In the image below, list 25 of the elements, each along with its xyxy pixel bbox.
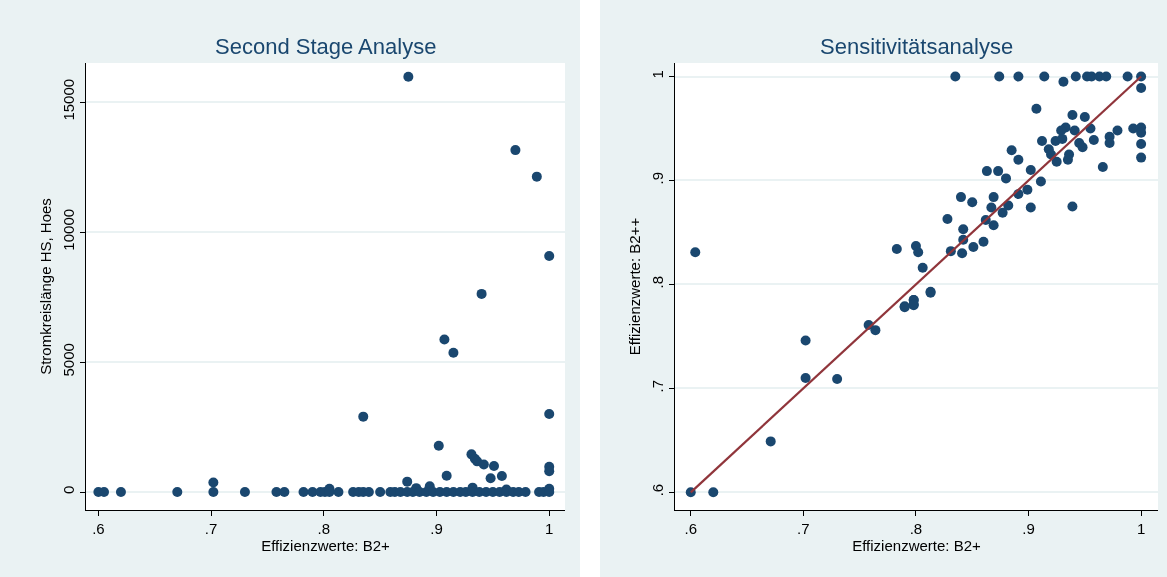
- chart-title: Sensitivitätsanalyse: [820, 34, 1014, 59]
- x-tick-label: .7: [204, 520, 218, 537]
- x-tick-label: .6: [92, 520, 105, 537]
- chart-title: Second Stage Analyse: [215, 34, 437, 59]
- x-tick-label: 1: [545, 520, 554, 537]
- y-tick-label: 1: [649, 70, 666, 79]
- x-tick-label: .8: [909, 520, 923, 537]
- y-tick-label: .7: [649, 379, 666, 393]
- x-axis-title: Effizienzwerte: B2+: [261, 537, 391, 554]
- y-tick-label: 15000: [60, 78, 77, 121]
- x-axis-title: Effizienzwerte: B2+: [852, 537, 982, 554]
- y-tick-label: 5000: [60, 343, 77, 377]
- y-axis-title: Stromkreislänge HS, Hoes: [37, 198, 55, 375]
- y-axis-title: Effizienzwerte: B2++: [626, 217, 644, 356]
- x-tick-label: .7: [797, 520, 810, 537]
- x-tick-label: 1: [1136, 520, 1146, 537]
- x-tick-label: .6: [684, 520, 698, 537]
- x-tick-label: .8: [317, 520, 331, 537]
- y-tick-label: 0: [60, 485, 77, 494]
- y-tick-label: .6: [649, 483, 666, 497]
- y-tick-label: 10000: [60, 208, 77, 251]
- x-tick-label: .9: [1022, 520, 1035, 537]
- y-tick-label: .8: [649, 275, 666, 289]
- x-tick-label: .9: [430, 520, 443, 537]
- y-tick-label: .9: [649, 171, 666, 185]
